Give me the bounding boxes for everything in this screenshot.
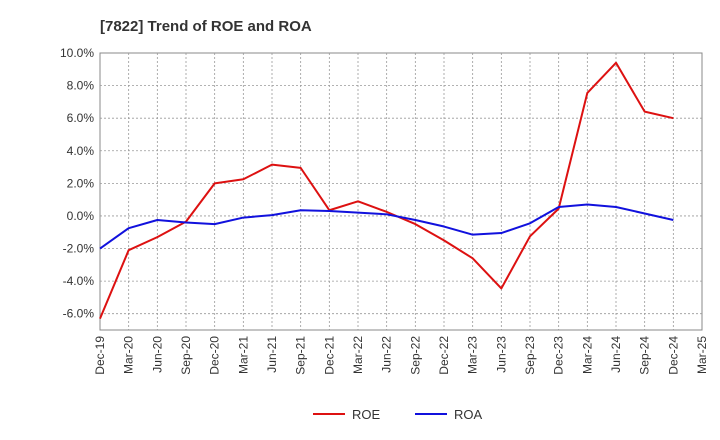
plot-area: 10.0% 8.0% 6.0% 4.0% 2.0% 0.0% -2.0% -4.0% -6.0%… [60,46,709,375]
x-tick-label: Dec-21 [322,336,336,375]
legend-roa-label: ROA [454,407,483,422]
x-tick-label: Sep-22 [408,336,422,375]
series-line-roe [99,61,674,319]
y-tick-label: -4.0% [63,274,95,288]
x-tick-label: Mar-23 [466,336,480,374]
chart-title: [7822] Trend of ROE and ROA [100,18,312,35]
legend-roe-label: ROE [352,407,381,422]
legend: ROE ROA [313,407,483,422]
x-tick-label: Jun-20 [150,336,164,373]
x-tick-label: Dec-20 [208,336,222,375]
gridlines [100,53,702,330]
series-lines [99,61,674,319]
x-tick-label: Dec-19 [93,336,107,375]
x-tick-label: Sep-23 [523,336,537,375]
y-tick-label: 8.0% [67,79,95,93]
x-tick-label: Mar-22 [351,336,365,374]
x-tick-label: Sep-20 [179,336,193,375]
y-tick-label: 2.0% [67,176,95,190]
x-tick-label: Jun-21 [265,336,279,373]
x-tick-label: Sep-24 [638,336,652,375]
x-tick-label: Mar-20 [122,336,136,374]
x-tick-label: Dec-22 [437,336,451,375]
x-tick-label: Sep-21 [294,336,308,375]
x-tick-label: Jun-23 [494,336,508,373]
plot-frame [99,52,703,331]
y-axis-ticks: 10.0% 8.0% 6.0% 4.0% 2.0% 0.0% -2.0% -4.0% -6.0% [60,46,94,321]
x-tick-label: Jun-22 [380,336,394,373]
y-tick-label: 4.0% [67,144,95,158]
series-line-roa [99,203,674,250]
x-tick-label: Dec-24 [666,336,680,375]
y-tick-label: 10.0% [60,46,94,60]
y-tick-label: 0.0% [67,209,95,223]
x-tick-label: Dec-23 [552,336,566,375]
y-tick-label: -2.0% [63,242,95,256]
x-tick-label: Jun-24 [609,336,623,373]
y-tick-label: 6.0% [67,111,95,125]
x-tick-label: Mar-21 [236,336,250,374]
y-tick-label: -6.0% [63,307,95,321]
x-axis-ticks: Dec-19 Mar-20 Jun-20 Sep-20 Dec-20 Mar-21 Jun-… [93,336,709,375]
x-tick-label: Mar-24 [580,336,594,374]
x-tick-label: Mar-25 [695,336,709,374]
